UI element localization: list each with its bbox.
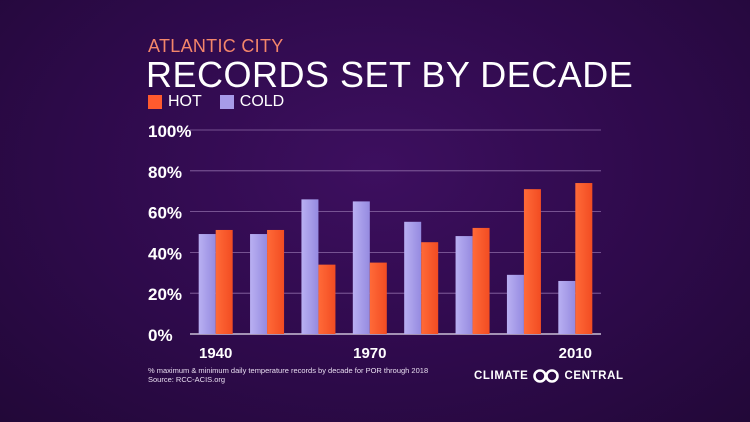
axis-labels: 0% 20% 40% 60% 80% 100% 1940 1970 2010	[148, 122, 592, 362]
bar-hot	[369, 262, 387, 334]
bar-hot	[472, 227, 490, 334]
legend-swatch-cold	[219, 95, 234, 109]
bar-cold	[352, 201, 370, 334]
y-tick-label: 20%	[148, 285, 182, 304]
legend-item-cold: COLD	[219, 93, 285, 111]
y-tick-label: 100%	[148, 122, 191, 141]
bar-cold	[198, 234, 216, 334]
x-tick-label: 1940	[199, 345, 232, 362]
legend-label-cold: COLD	[239, 93, 285, 110]
x-tick-label: 1970	[353, 345, 386, 362]
legend-label-hot: HOT	[168, 93, 202, 110]
bars	[198, 183, 593, 334]
logo-text-right: CENTRAL	[564, 370, 624, 382]
legend: HOT COLD	[148, 93, 302, 111]
footnote-source: Source: RCC-ACIS.org	[148, 375, 226, 384]
bar-hot	[267, 229, 285, 334]
chart-subtitle: ATLANTIC CITY	[148, 36, 284, 56]
bar-cold	[301, 199, 319, 334]
legend-swatch-hot	[148, 95, 162, 109]
climate-central-logo: CLIMATE CENTRAL	[474, 369, 624, 383]
legend-item-hot: HOT	[148, 93, 202, 111]
x-tick-label: 2010	[559, 345, 592, 362]
bar-cold	[455, 236, 473, 334]
bar-cold	[250, 234, 268, 334]
bar-hot	[575, 183, 593, 334]
footnote-description: % maximum & minimum daily temperature re…	[148, 366, 429, 375]
bar-cold	[506, 274, 524, 334]
chart-title: RECORDS SET BY DECADE	[146, 54, 634, 95]
y-tick-label: 80%	[148, 163, 182, 182]
bar-hot	[318, 264, 336, 334]
logo-text-left: CLIMATE	[474, 370, 529, 382]
bar-cold	[558, 280, 576, 334]
bar-hot	[215, 229, 233, 334]
bar-hot	[421, 242, 439, 334]
y-tick-label: 0%	[148, 326, 173, 345]
y-tick-label: 40%	[148, 244, 182, 263]
footnote: % maximum & minimum daily temperature re…	[148, 366, 428, 384]
bar-hot	[523, 189, 541, 334]
y-tick-label: 60%	[148, 204, 182, 223]
bar-cold	[404, 221, 422, 334]
climate-central-logo-icon	[533, 369, 560, 383]
